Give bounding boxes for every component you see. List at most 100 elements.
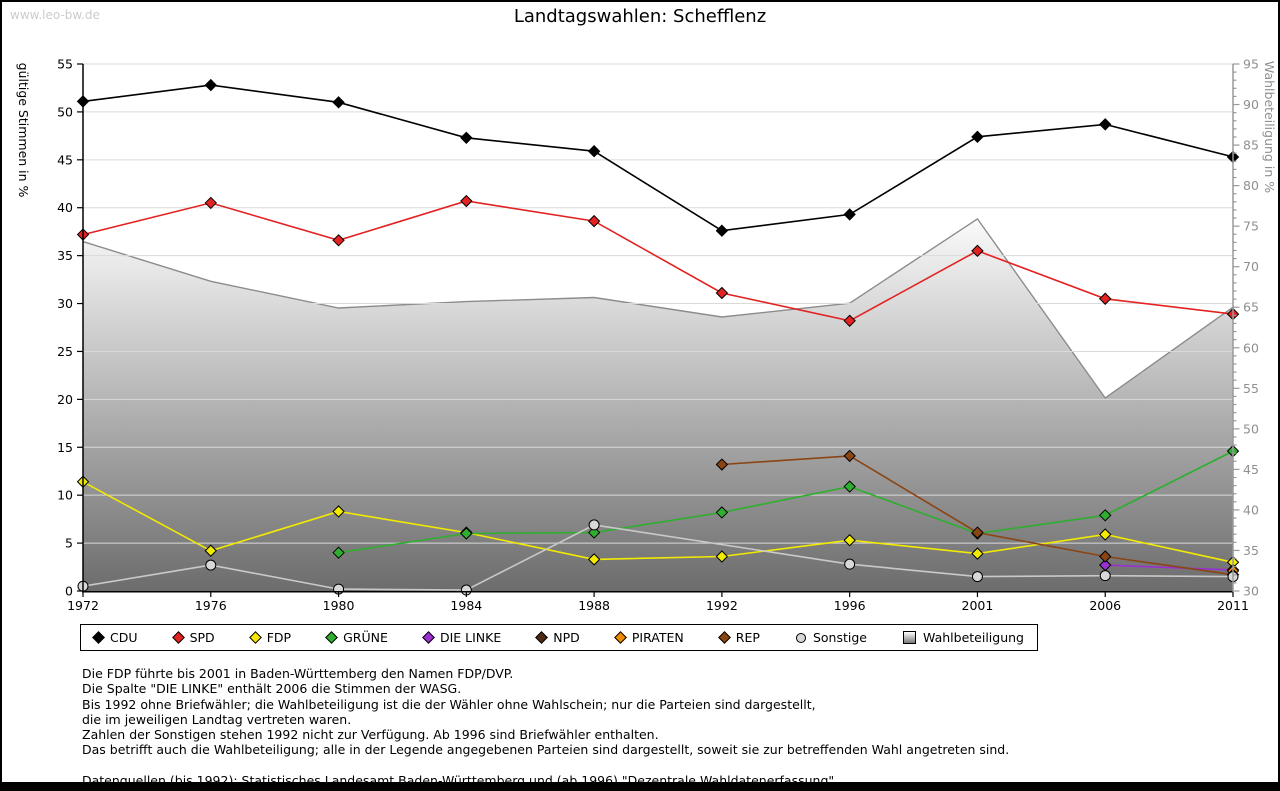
marker-spd (1099, 292, 1112, 305)
marker-spd (587, 214, 601, 228)
legend-item-npd: NPD (535, 630, 580, 645)
legend-label: CDU (110, 630, 138, 645)
marker-rep (843, 449, 856, 463)
marker-spd (971, 244, 984, 258)
marker-fdp (1099, 528, 1112, 541)
right-tick-label: 45 (1243, 462, 1259, 477)
legend-marker-diamond (92, 631, 105, 644)
legend-marker-diamond (248, 631, 262, 644)
footnote-line: Zahlen der Sonstigen stehen 1992 nicht z… (82, 727, 659, 743)
marker-sonstige (205, 559, 217, 571)
marker-cdu (971, 130, 984, 144)
marker-fdp (587, 553, 601, 566)
marker-fdp (204, 544, 217, 557)
marker-grüne (715, 506, 729, 519)
left-tick-label: 50 (57, 104, 73, 119)
marker-cdu (460, 131, 473, 144)
left-tick-label: 25 (57, 344, 73, 359)
x-tick-label: 1988 (578, 598, 610, 613)
right-tick-label: 85 (1243, 138, 1259, 153)
marker-cdu (715, 224, 729, 237)
legend-label: DIE LINKE (439, 630, 502, 645)
election-line-chart: 0 5 10 15 20 25 30 35 40 45 50 55 30 35 40 45 50 55 60 65 70… (16, 57, 1277, 614)
legend-item-sonstige: Sonstige (795, 630, 867, 645)
right-tick-label: 30 (1243, 584, 1259, 599)
marker-sonstige (971, 571, 983, 583)
legend-item-wahlbeteiligung: Wahlbeteiligung (903, 630, 1024, 645)
x-tick-label: 1980 (323, 598, 355, 613)
legend-marker-diamond (717, 631, 731, 644)
left-tick-label: 15 (57, 440, 73, 455)
footnote-line (82, 758, 1248, 773)
x-tick-label: 1972 (67, 598, 99, 613)
left-tick-label: 20 (57, 392, 73, 407)
marker-rep (715, 458, 729, 471)
x-tick-label: 1976 (195, 598, 227, 613)
legend-marker-diamond (325, 631, 338, 644)
watermark: www.leo-bw.de (10, 8, 100, 22)
legend-item-die-linke: DIE LINKE (422, 630, 502, 645)
right-tick-label: 70 (1243, 259, 1259, 274)
right-tick-label: 95 (1243, 57, 1259, 72)
marker-die linke (1099, 558, 1112, 572)
legend-marker-diamond (535, 631, 549, 644)
marker-cdu (332, 96, 345, 109)
marker-sonstige (844, 558, 856, 570)
right-tick-label: 50 (1243, 421, 1259, 436)
footnote-line: Das betrifft auch die Wahlbeteiligung; a… (82, 742, 1010, 758)
marker-fdp (843, 534, 856, 547)
footnote-line: Datenquellen (bis 1992): Statistisches L… (82, 773, 839, 789)
legend-marker-square (903, 631, 917, 644)
right-tick-label: 90 (1243, 97, 1259, 112)
right-tick-label: 65 (1243, 300, 1259, 315)
legend-item-fdp: FDP (248, 630, 292, 645)
right-tick-label: 40 (1243, 502, 1259, 517)
legend-label: FDP (266, 630, 292, 645)
x-tick-label: 2011 (1217, 598, 1249, 613)
left-tick-label: 45 (57, 152, 73, 167)
legend-marker-diamond (613, 631, 627, 644)
marker-fdp (715, 550, 729, 563)
left-tick-label: 5 (65, 536, 73, 551)
right-tick-label: 80 (1243, 178, 1259, 193)
legend-marker-circle (795, 632, 806, 643)
chart-legend: CDU SPD FDP GRÜNE DIE LINKE NPD PIRATEN REP Sons… (80, 624, 1038, 651)
marker-spd (715, 286, 729, 300)
legend-label: PIRATEN (631, 630, 684, 645)
series-line-cdu (82, 84, 1234, 232)
right-tick-label: 35 (1243, 543, 1259, 558)
legend-item-rep: REP (717, 630, 760, 645)
legend-label: NPD (553, 630, 580, 645)
right-tick-label: 60 (1243, 340, 1259, 355)
marker-grüne (843, 480, 856, 493)
right-tick-label: 55 (1243, 381, 1259, 396)
marker-grüne (1099, 509, 1112, 522)
footnote-line: Die Spalte "DIE LINKE" enthält 2006 die … (82, 681, 462, 697)
marker-fdp (971, 547, 984, 560)
x-tick-label: 1984 (450, 598, 482, 613)
marker-spd (332, 234, 345, 247)
marker-cdu (587, 144, 601, 158)
marker-sonstige (588, 519, 600, 531)
right-axis-title: Wahlbeteiligung in % (1262, 61, 1277, 193)
legend-marker-diamond (422, 631, 435, 644)
left-tick-label: 30 (57, 296, 73, 311)
turnout-area (83, 218, 1233, 591)
marker-sonstige (1099, 570, 1111, 582)
left-tick-label: 10 (57, 488, 73, 503)
marker-spd (204, 196, 217, 210)
series-line-die linke (1105, 564, 1234, 571)
page-title: Landtagswahlen: Schefflenz (513, 6, 767, 27)
footnote-line: Die FDP führte bis 2001 in Baden-Württem… (82, 666, 514, 681)
x-tick-label: 2001 (962, 598, 994, 613)
x-tick-label: 2006 (1089, 598, 1121, 613)
left-tick-label: 35 (57, 248, 73, 263)
left-tick-label: 0 (65, 584, 73, 599)
legend-label: SPD (189, 630, 215, 645)
series-line-spd (82, 200, 1234, 322)
marker-spd (843, 314, 856, 328)
legend-label: Wahlbeteiligung (923, 630, 1024, 645)
turnout-area-edge (82, 217, 1234, 399)
right-tick-label: 75 (1243, 219, 1259, 234)
